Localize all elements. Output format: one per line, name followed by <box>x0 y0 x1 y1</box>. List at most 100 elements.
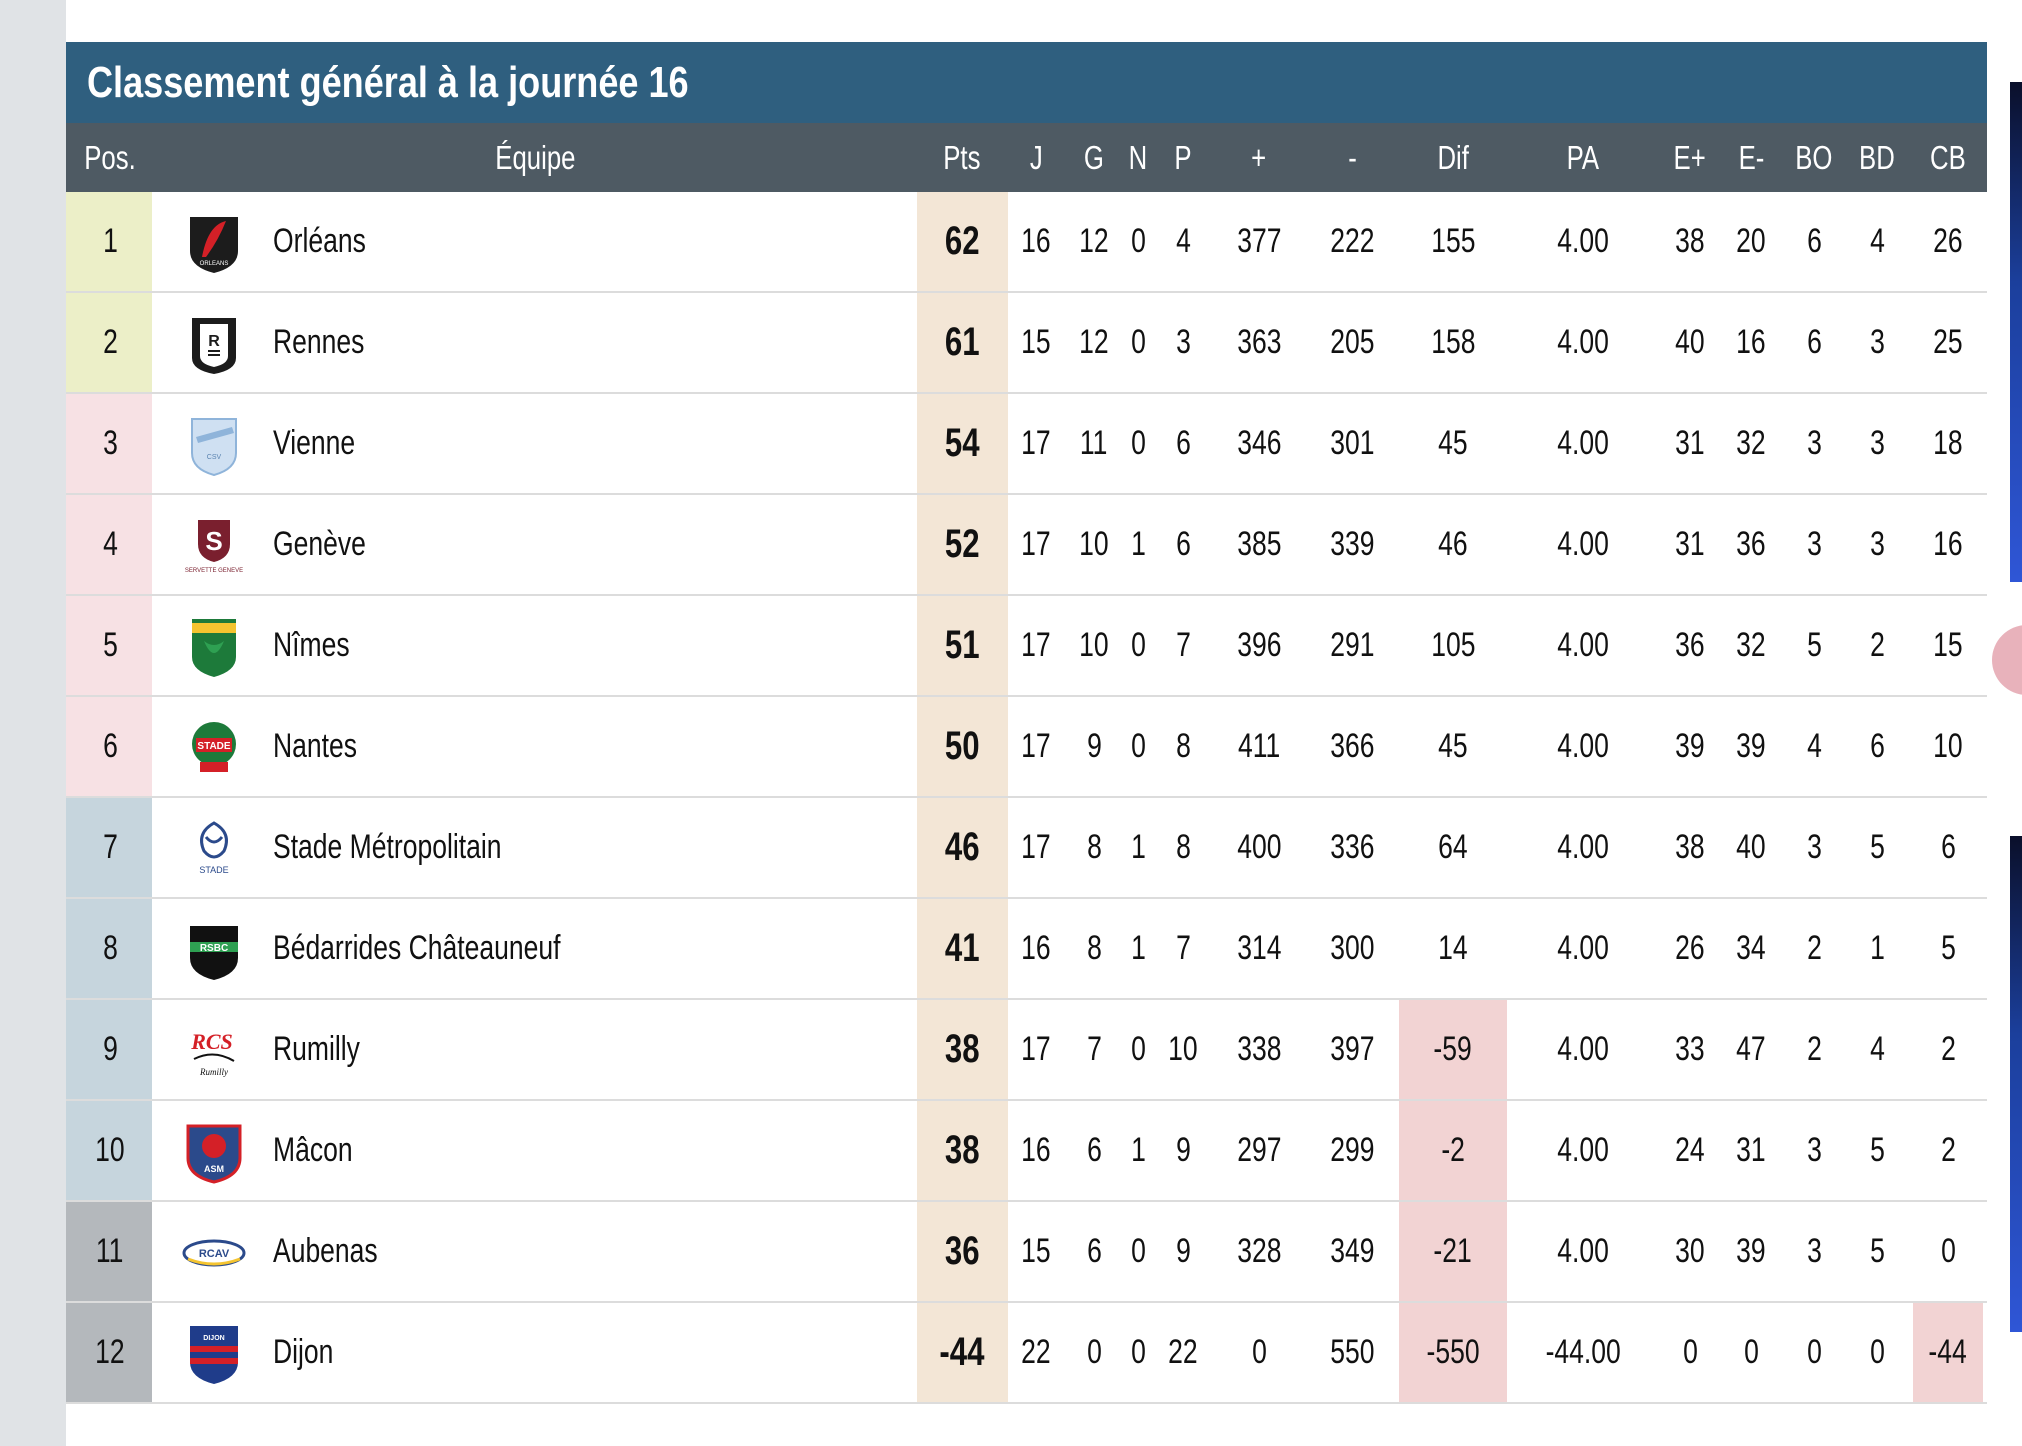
position-zone-marker <box>66 1101 152 1200</box>
cell-n: 1 <box>1130 929 1146 967</box>
cell-bo: 3 <box>1806 1232 1822 1270</box>
cell-bo: 3 <box>1806 1131 1822 1169</box>
team-name-link[interactable]: Rennes <box>273 323 365 361</box>
cell-bd: 4 <box>1869 222 1885 260</box>
cell-bo: 6 <box>1806 323 1822 361</box>
team-name-link[interactable]: Orléans <box>273 222 366 260</box>
table-row[interactable]: STADE 6 Nantes 50 17 9 0 8 411 366 45 4.00 39 39 4 6 10 <box>66 697 1987 798</box>
cell-minus: 366 <box>1329 727 1375 765</box>
cell-bo: 4 <box>1806 727 1822 765</box>
cell-minus: 222 <box>1329 222 1375 260</box>
table-row[interactable]: S SERVETTE GENEVE 4 Genève 52 17 10 1 6 385 339 46 4… <box>66 495 1987 596</box>
table-row[interactable]: STADE 7 Stade Métropolitain 46 17 8 1 8 400 336 64… <box>66 798 1987 899</box>
cell-minus: 336 <box>1329 828 1375 866</box>
cell-p: 4 <box>1175 222 1191 260</box>
cell-bd: 3 <box>1869 424 1885 462</box>
team-name-link[interactable]: Mâcon <box>273 1131 353 1169</box>
cell-minus: 550 <box>1329 1333 1375 1371</box>
column-header-minus: - <box>1347 138 1357 176</box>
table-row[interactable]: 5 Nîmes 51 17 10 0 7 396 291 105 4.00 36 32 5 2 15 <box>66 596 1987 697</box>
cell-eminus: 39 <box>1736 727 1766 765</box>
table-row[interactable]: ASM 10 Mâcon 38 16 6 1 9 297 299 -2 4.00 24 31 3 5 2 <box>66 1101 1987 1202</box>
cell-pos: 1 <box>102 222 118 260</box>
cell-p: 10 <box>1168 1030 1198 1068</box>
svg-text:RSBC: RSBC <box>200 943 228 954</box>
cell-g: 6 <box>1086 1131 1102 1169</box>
cell-bd: 2 <box>1869 626 1885 664</box>
cell-eplus: 33 <box>1675 1030 1705 1068</box>
team-name-link[interactable]: Vienne <box>273 424 356 462</box>
cell-dif: -2 <box>1441 1131 1465 1169</box>
cell-pos: 6 <box>102 727 118 765</box>
table-row[interactable]: R 2 Rennes 61 15 12 0 3 363 205 158 4.00 40 16 6 3 25 <box>66 293 1987 394</box>
cell-bo: 3 <box>1806 525 1822 563</box>
cell-pa: 4.00 <box>1557 929 1609 967</box>
cell-bo: 2 <box>1806 1030 1822 1068</box>
team-name-link[interactable]: Bédarrides Châteauneuf <box>273 929 561 967</box>
cell-bo: 5 <box>1806 626 1822 664</box>
team-name-link[interactable]: Nîmes <box>273 626 350 664</box>
column-header-plus: + <box>1251 138 1267 176</box>
rumilly-logo-icon: RCS Rumilly <box>182 1019 246 1083</box>
cell-pa: 4.00 <box>1557 1232 1609 1270</box>
team-name-link[interactable]: Genève <box>273 525 366 563</box>
cell-eplus: 0 <box>1682 1333 1698 1371</box>
cell-bo: 2 <box>1806 929 1822 967</box>
cell-cb: 6 <box>1940 828 1956 866</box>
points-highlight <box>917 798 1008 897</box>
cell-bd: 5 <box>1869 828 1885 866</box>
team-name-link[interactable]: Stade Métropolitain <box>273 828 502 866</box>
svg-text:R: R <box>208 333 220 350</box>
cell-g: 8 <box>1086 929 1102 967</box>
cell-g: 8 <box>1086 828 1102 866</box>
cell-eplus: 40 <box>1675 323 1705 361</box>
points-highlight <box>917 192 1008 291</box>
table-row[interactable]: RCAV 11 Aubenas 36 15 6 0 9 328 349 -21 4.00 30 39 3 5 0 <box>66 1202 1987 1303</box>
column-header-eminus: E- <box>1738 138 1764 176</box>
cell-pa: -44.00 <box>1545 1333 1621 1371</box>
svg-text:STADE: STADE <box>197 741 230 752</box>
cell-cb: 15 <box>1933 626 1963 664</box>
cell-eplus: 36 <box>1675 626 1705 664</box>
cell-pa: 4.00 <box>1557 626 1609 664</box>
column-header-g: G <box>1083 138 1105 176</box>
points-highlight <box>917 394 1008 493</box>
cell-eminus: 16 <box>1736 323 1766 361</box>
cell-n: 0 <box>1130 323 1146 361</box>
cell-n: 1 <box>1130 1131 1146 1169</box>
cell-g: 7 <box>1086 1030 1102 1068</box>
table-row[interactable]: CSV 3 Vienne 54 17 11 0 6 346 301 45 4.00 31 32 3 3 18 <box>66 394 1987 495</box>
cell-j: 17 <box>1021 727 1051 765</box>
team-name-link[interactable]: Rumilly <box>273 1030 360 1068</box>
team-name-link[interactable]: Dijon <box>273 1333 334 1371</box>
column-header-pts: Pts <box>943 138 981 176</box>
cell-pts: 62 <box>944 219 980 263</box>
cell-g: 10 <box>1079 525 1109 563</box>
cell-pos: 11 <box>96 1232 124 1270</box>
cell-dif: 64 <box>1438 828 1468 866</box>
cell-bd: 3 <box>1869 323 1885 361</box>
table-row[interactable]: RCS Rumilly 9 Rumilly 38 17 7 0 10 338 397 -59 4.00 3… <box>66 1000 1987 1101</box>
column-header-team: Équipe <box>494 138 576 176</box>
cell-pa: 4.00 <box>1557 1131 1609 1169</box>
cell-pa: 4.00 <box>1557 424 1609 462</box>
cell-pa: 4.00 <box>1557 222 1609 260</box>
team-name-link[interactable]: Aubenas <box>273 1232 378 1270</box>
points-highlight <box>917 1202 1008 1301</box>
cell-n: 0 <box>1130 1333 1146 1371</box>
table-row[interactable]: ORLEANS 1 Orléans 62 16 12 0 4 377 222 155 4.00 38 20… <box>66 192 1987 293</box>
nimes-logo-icon <box>182 615 246 679</box>
cell-pts: 51 <box>944 623 980 667</box>
cell-j: 17 <box>1021 1030 1051 1068</box>
points-highlight <box>917 495 1008 594</box>
table-row[interactable]: DIJON 12 Dijon -44 22 0 0 22 0 550 -550 -44.00 0 0 0 0-… <box>66 1303 1987 1404</box>
position-zone-marker <box>66 495 152 594</box>
cell-minus: 205 <box>1329 323 1375 361</box>
team-name-link[interactable]: Nantes <box>273 727 358 765</box>
table-row[interactable]: RSBC 8 Bédarrides Châteauneuf 41 16 8 1 7 314 300… <box>66 899 1987 1000</box>
svg-text:DIJON: DIJON <box>203 1335 224 1342</box>
cell-cb: -44 <box>1928 1333 1968 1371</box>
column-header-pa: PA <box>1566 138 1600 176</box>
column-header-pos: Pos. <box>84 138 136 176</box>
position-zone-marker <box>66 293 152 392</box>
